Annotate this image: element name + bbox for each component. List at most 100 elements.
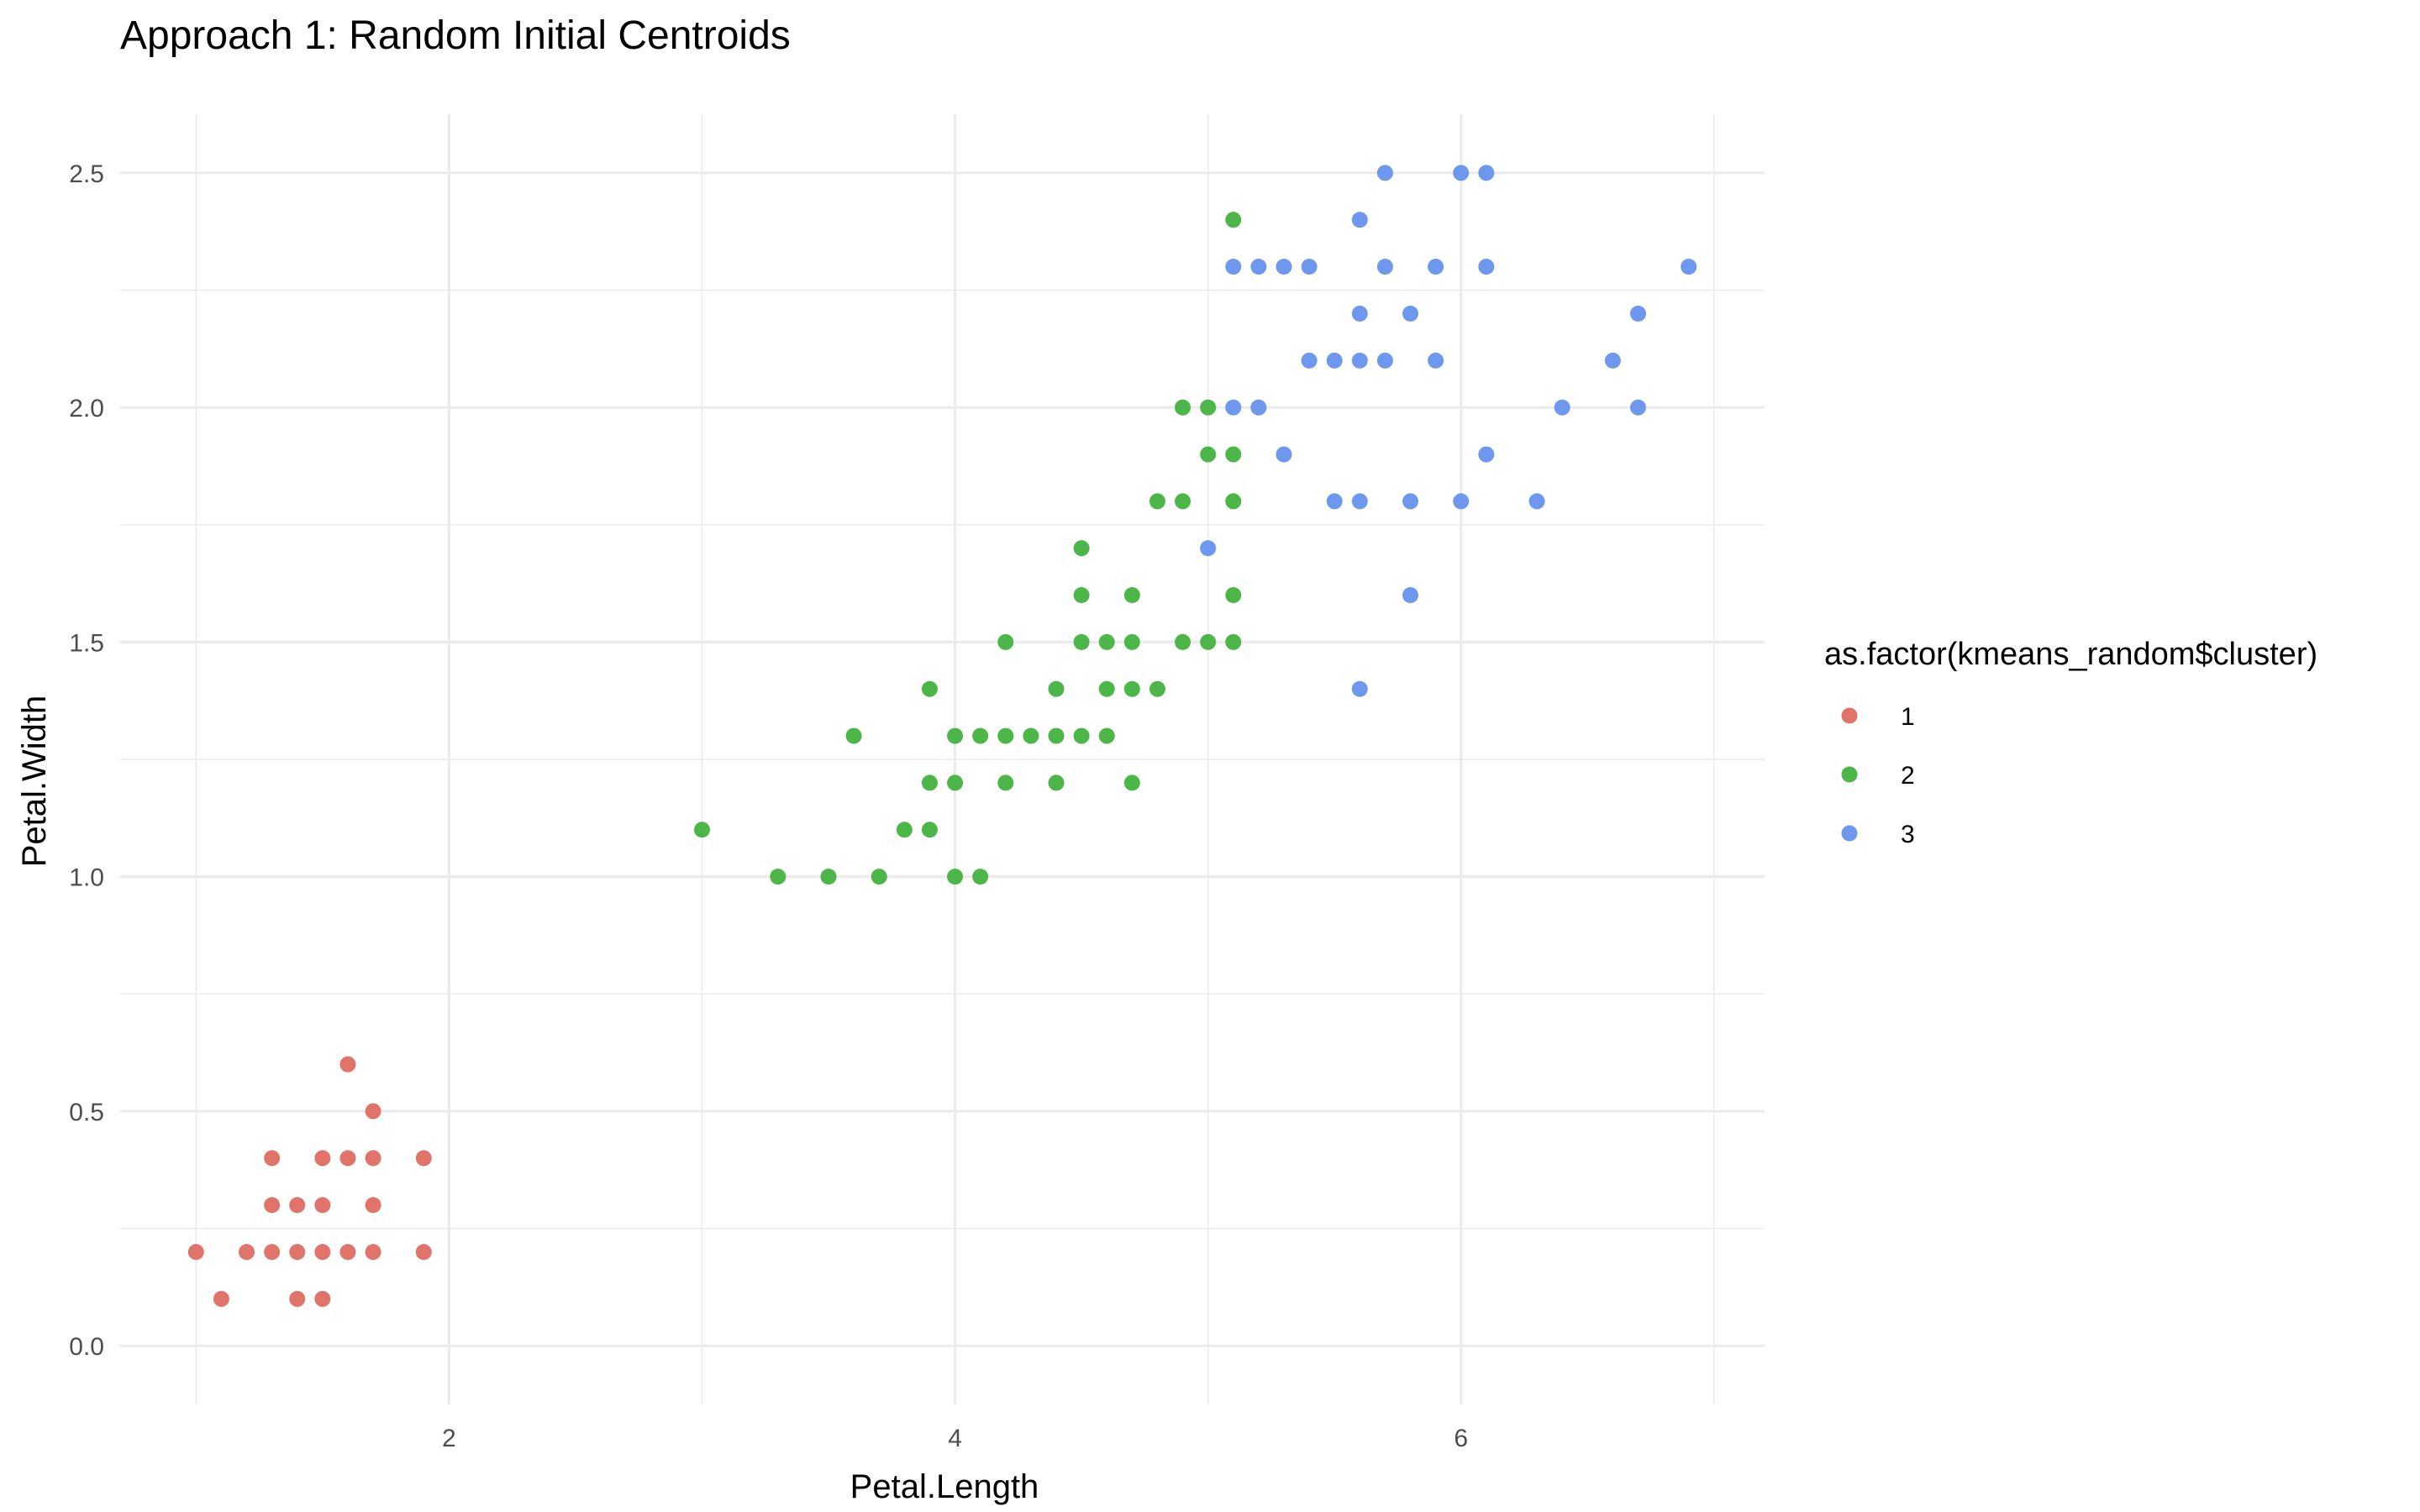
data-point xyxy=(1225,446,1242,463)
data-point xyxy=(339,1150,356,1167)
legend: as.factor(kmeans_random$cluster) 1 2 3 xyxy=(1824,637,2317,848)
data-point xyxy=(1402,305,1418,322)
data-point xyxy=(289,1243,306,1260)
data-point xyxy=(1225,399,1242,416)
plot-grid xyxy=(120,114,1765,1404)
data-point xyxy=(1225,493,1242,510)
data-point xyxy=(921,822,938,838)
data-point xyxy=(1149,493,1165,510)
data-point xyxy=(1175,493,1192,510)
y-tick-label: 2.5 xyxy=(69,160,104,188)
data-point xyxy=(1073,727,1090,744)
data-point xyxy=(1376,352,1393,369)
data-point xyxy=(871,869,887,885)
data-point xyxy=(1301,259,1318,276)
legend-key xyxy=(1841,766,1858,783)
data-point xyxy=(997,633,1014,650)
data-point xyxy=(1629,305,1646,322)
data-point xyxy=(1453,493,1470,510)
data-point xyxy=(415,1243,432,1260)
data-point xyxy=(289,1197,306,1214)
data-point xyxy=(1098,633,1115,650)
data-point xyxy=(1149,680,1165,697)
data-point xyxy=(1428,259,1444,276)
data-point xyxy=(997,727,1014,744)
data-point xyxy=(1175,399,1192,416)
legend-title: as.factor(kmeans_random$cluster) xyxy=(1824,637,2317,672)
data-point xyxy=(1250,259,1267,276)
data-point xyxy=(1681,259,1697,276)
data-point xyxy=(1048,774,1065,791)
series-3 xyxy=(1200,165,1697,697)
data-point xyxy=(1326,352,1343,369)
data-point xyxy=(1123,680,1140,697)
legend-label: 3 xyxy=(1901,821,1915,848)
data-point xyxy=(314,1290,331,1307)
data-point xyxy=(1225,587,1242,604)
data-point xyxy=(1402,587,1418,604)
data-point xyxy=(1250,399,1267,416)
data-point xyxy=(1402,493,1418,510)
x-axis-title: Petal.Length xyxy=(850,1468,1039,1505)
data-point xyxy=(365,1243,381,1260)
data-point xyxy=(1326,493,1343,510)
legend-label: 1 xyxy=(1901,703,1915,731)
data-point xyxy=(972,869,989,885)
x-tick-label: 4 xyxy=(948,1425,962,1452)
data-point xyxy=(264,1150,281,1167)
data-point xyxy=(770,869,786,885)
data-point xyxy=(1200,540,1217,557)
data-point xyxy=(1048,680,1065,697)
data-point xyxy=(1376,165,1393,181)
data-point xyxy=(264,1197,281,1214)
data-point xyxy=(947,727,964,744)
legend-label: 2 xyxy=(1901,762,1915,790)
data-point xyxy=(365,1150,381,1167)
data-point xyxy=(1351,352,1368,369)
data-point xyxy=(1276,446,1292,463)
y-tick-label: 1.0 xyxy=(69,864,104,892)
y-tick-label: 1.5 xyxy=(69,629,104,657)
series-1 xyxy=(187,1056,432,1307)
data-point xyxy=(997,774,1014,791)
data-point xyxy=(339,1243,356,1260)
chart-title: Approach 1: Random Initial Centroids xyxy=(120,13,791,58)
y-tick-label: 0.0 xyxy=(69,1333,104,1361)
data-point xyxy=(314,1150,331,1167)
data-point xyxy=(1200,399,1217,416)
data-point xyxy=(1478,446,1495,463)
data-point xyxy=(1200,633,1217,650)
data-point xyxy=(365,1197,381,1214)
data-point xyxy=(947,774,964,791)
data-point xyxy=(187,1243,204,1260)
data-point xyxy=(365,1103,381,1120)
data-point xyxy=(239,1243,255,1260)
data-point xyxy=(1073,587,1090,604)
data-point xyxy=(1301,352,1318,369)
x-tick-label: 6 xyxy=(1454,1425,1468,1452)
data-point xyxy=(1478,165,1495,181)
data-points xyxy=(187,165,1697,1307)
data-point xyxy=(1554,399,1570,416)
data-point xyxy=(1351,305,1368,322)
data-point xyxy=(314,1197,331,1214)
data-point xyxy=(972,727,989,744)
data-point xyxy=(1478,259,1495,276)
data-point xyxy=(1098,727,1115,744)
data-point xyxy=(1175,633,1192,650)
data-point xyxy=(896,822,913,838)
data-point xyxy=(1528,493,1545,510)
series-2 xyxy=(693,212,1242,885)
data-point xyxy=(1629,399,1646,416)
y-axis-ticks: 0.0 0.5 1.0 1.5 2.0 2.5 xyxy=(69,160,104,1361)
data-point xyxy=(415,1150,432,1167)
data-point xyxy=(264,1243,281,1260)
data-point xyxy=(1376,259,1393,276)
data-point xyxy=(845,727,862,744)
x-tick-label: 2 xyxy=(442,1425,456,1452)
data-point xyxy=(314,1243,331,1260)
data-point xyxy=(339,1056,356,1073)
data-point xyxy=(1225,212,1242,228)
data-point xyxy=(1023,727,1039,744)
